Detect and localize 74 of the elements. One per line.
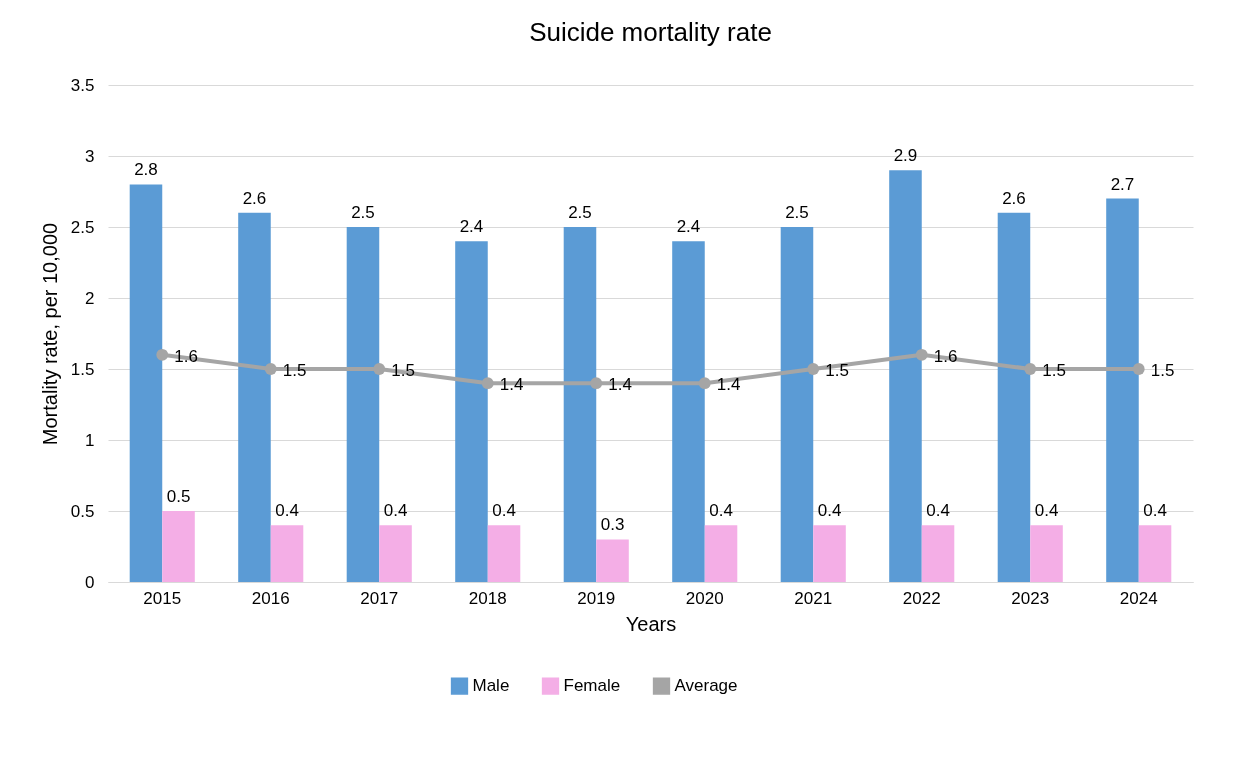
bar	[1030, 525, 1063, 582]
bar	[487, 525, 521, 582]
y-tick-label: 3	[85, 146, 95, 166]
data-label: 1.5	[1150, 361, 1175, 380]
bar	[455, 241, 488, 582]
data-label: 0.5	[166, 487, 191, 506]
data-label: 2.5	[351, 203, 375, 222]
x-tick-label: 2020	[685, 588, 724, 608]
y-tick-label: 3.5	[70, 75, 95, 95]
data-label: 1.6	[174, 346, 198, 366]
data-label: 2.6	[242, 188, 267, 208]
data-label: 1.5	[391, 361, 415, 380]
x-tick-label: 2021	[794, 588, 833, 608]
bar	[997, 212, 1031, 582]
data-label: 1.4	[716, 375, 741, 395]
y-axis-title: Mortality rate, per 10,000	[38, 222, 61, 446]
data-label: 1.4	[608, 375, 632, 395]
bar	[1106, 198, 1139, 582]
y-tick-label: 0	[85, 572, 95, 592]
bar	[563, 227, 597, 582]
x-tick-label: 2017	[360, 588, 399, 608]
data-label: 2.5	[568, 203, 592, 222]
x-tick-label: 2018	[468, 588, 507, 608]
data-label: 2.8	[134, 160, 158, 180]
x-axis-title: Years	[625, 612, 677, 635]
bar	[129, 184, 163, 582]
bar	[780, 227, 814, 582]
x-tick-label: 2015	[143, 588, 182, 608]
legend-label: Average	[674, 676, 738, 696]
data-label: 0.4	[1034, 501, 1059, 521]
x-tick-label: 2024	[1119, 588, 1158, 608]
chart-title: Suicide mortality rate	[529, 17, 772, 47]
bar	[921, 525, 955, 582]
x-tick-label: 2023	[1011, 588, 1050, 608]
data-label: 1.5	[1042, 361, 1066, 380]
bar	[704, 525, 738, 582]
bar	[162, 511, 195, 582]
legend-label: Female	[563, 676, 621, 696]
data-label: 1.6	[933, 346, 958, 366]
data-label: 0.4	[709, 501, 733, 521]
data-label: 0.4	[383, 501, 408, 521]
legend-label: Male	[472, 676, 510, 696]
data-label: 0.4	[1143, 501, 1167, 521]
data-label: 2.9	[893, 146, 918, 166]
data-label: 2.6	[1002, 188, 1026, 208]
y-tick-label: 1.5	[70, 359, 95, 379]
data-label: 1.5	[825, 361, 849, 380]
bar	[379, 525, 412, 582]
y-tick-label: 1	[85, 430, 95, 450]
bar	[270, 525, 304, 582]
data-label: 0.4	[817, 501, 842, 521]
data-label: 2.4	[676, 217, 701, 237]
x-tick-label: 2019	[577, 588, 616, 608]
data-label: 0.4	[926, 501, 950, 521]
bar	[596, 539, 629, 582]
data-label: 1.5	[282, 361, 307, 380]
bar	[238, 212, 271, 582]
data-label: 0.4	[275, 501, 299, 521]
data-label: 1.4	[499, 375, 524, 395]
data-label: 2.5	[785, 203, 809, 222]
bar	[672, 241, 705, 582]
y-tick-label: 2.5	[70, 217, 95, 237]
data-label: 2.4	[459, 217, 484, 237]
y-tick-label: 0.5	[70, 501, 95, 521]
bar	[346, 227, 380, 582]
data-label: 2.7	[1110, 174, 1135, 194]
data-label: 0.4	[492, 501, 516, 521]
x-tick-label: 2022	[902, 588, 941, 608]
bar	[1138, 525, 1172, 582]
bar	[889, 170, 922, 582]
data-label: 0.3	[600, 515, 625, 535]
bar	[813, 525, 846, 582]
x-tick-label: 2016	[251, 588, 290, 608]
y-tick-label: 2	[85, 288, 95, 308]
